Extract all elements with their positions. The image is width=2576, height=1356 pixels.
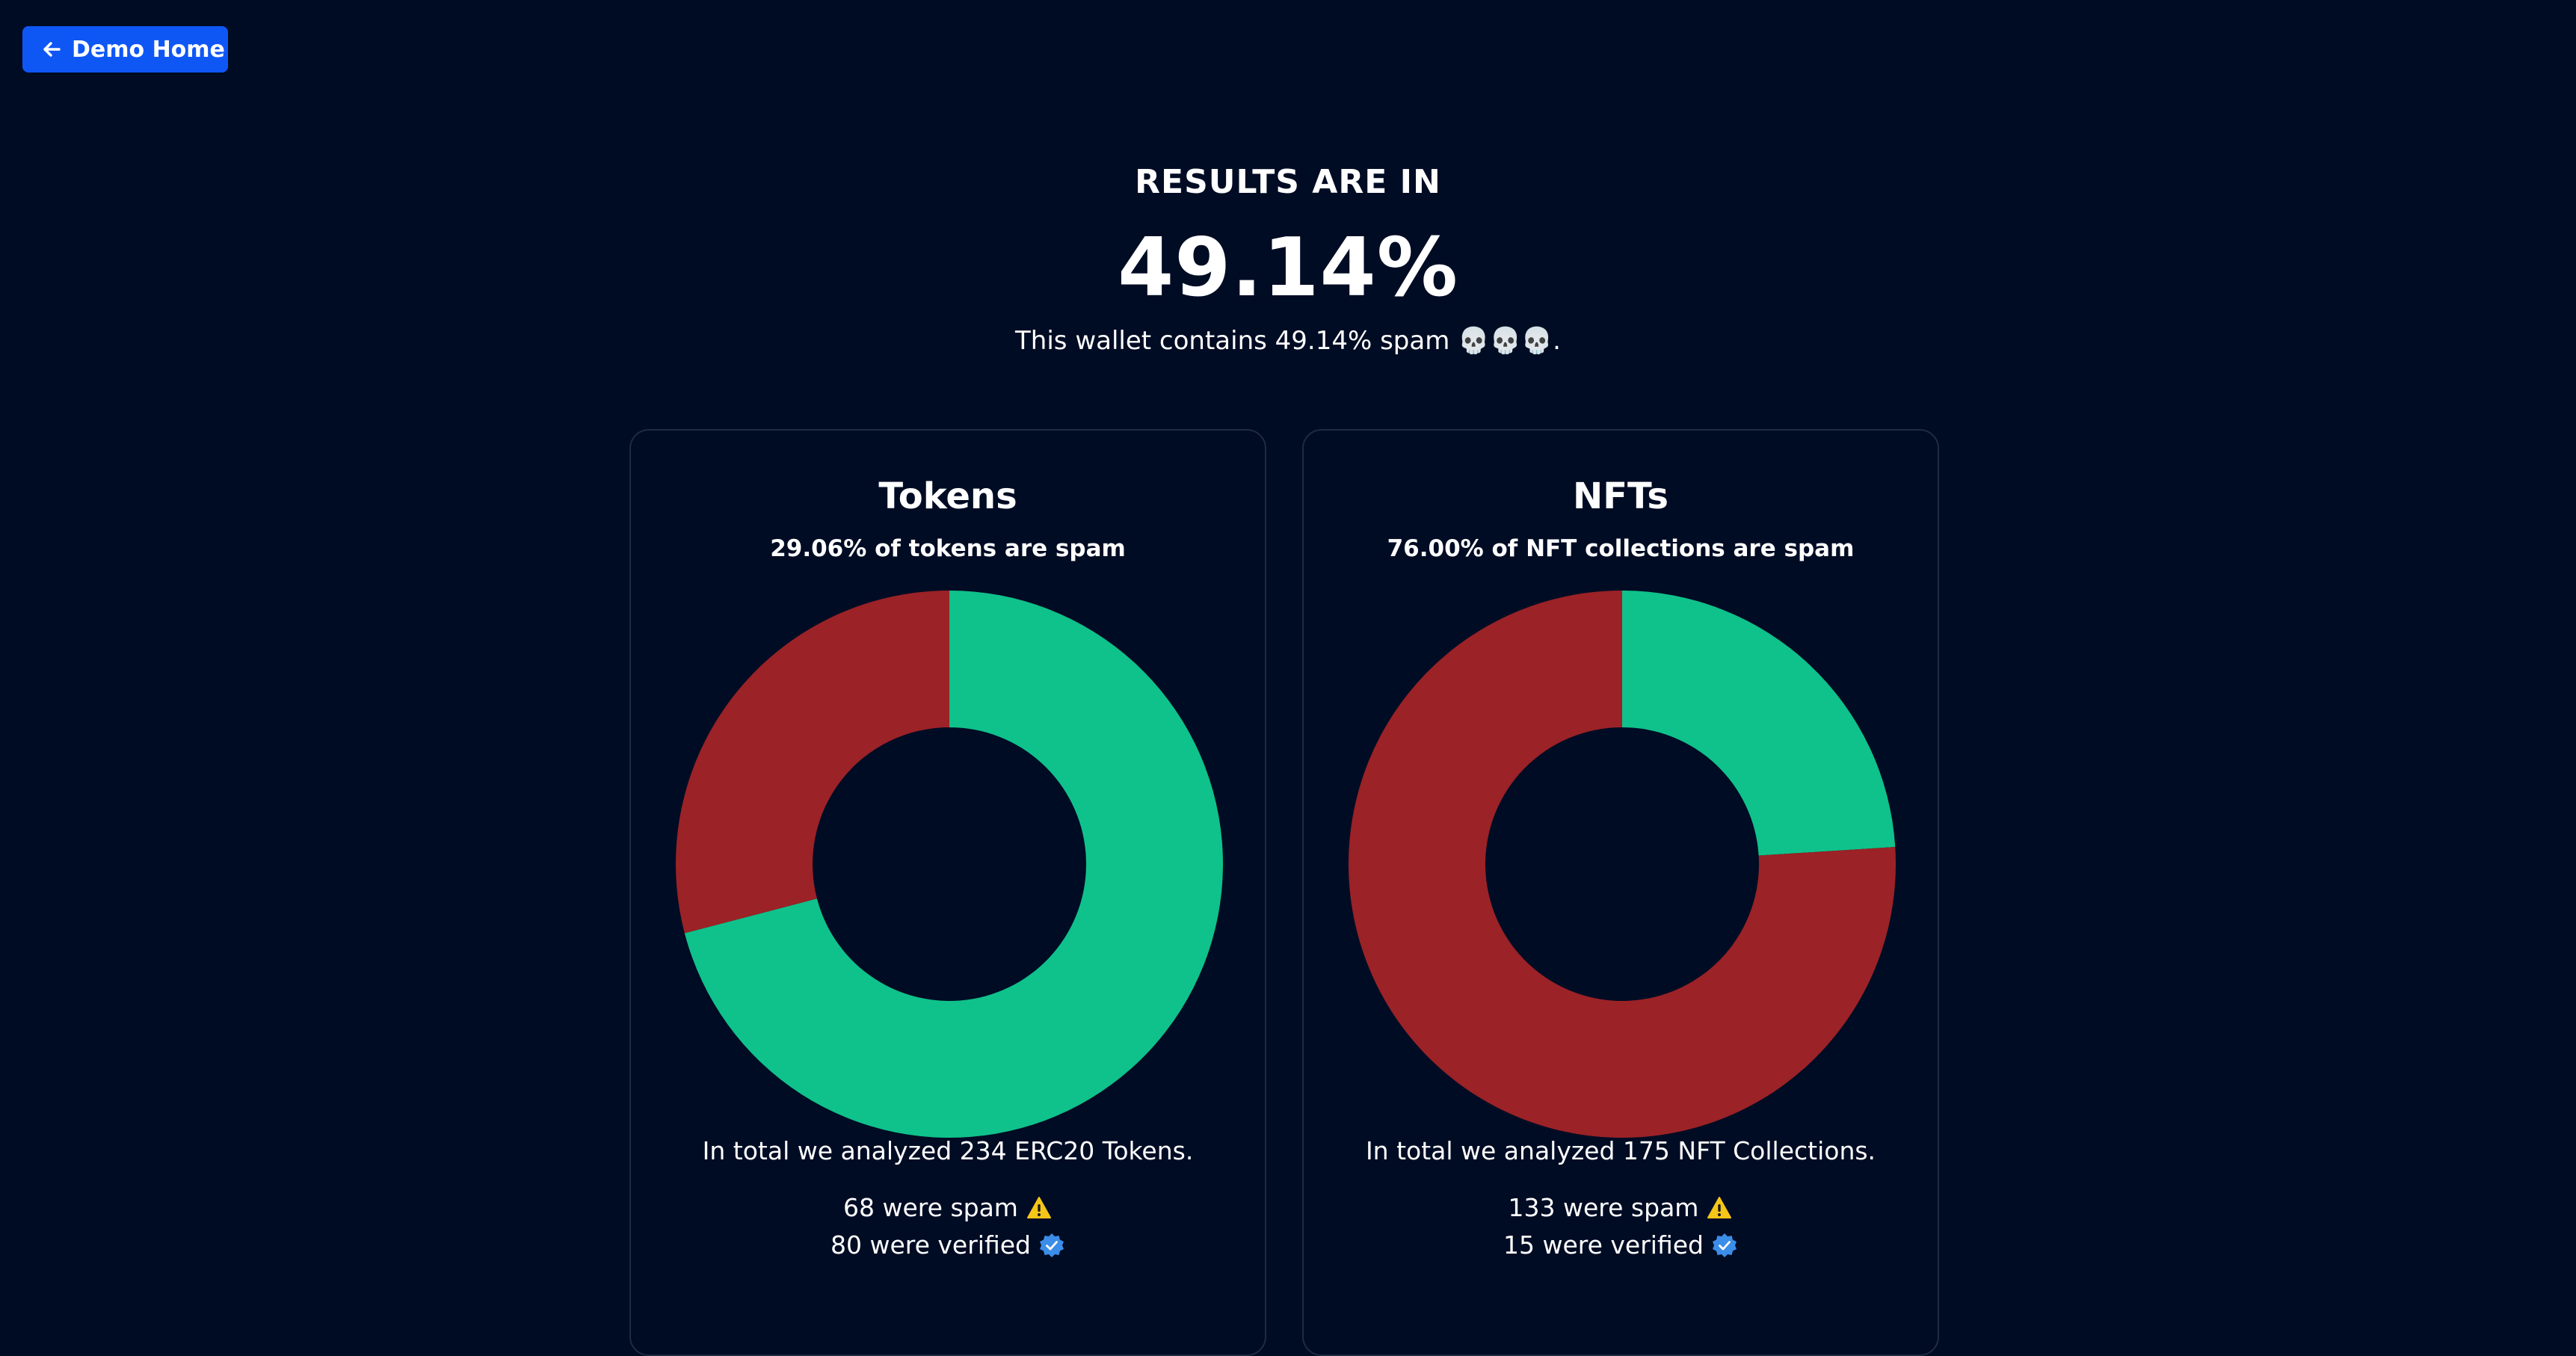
nfts-card: NFTs 76.00% of NFT collections are spam … — [1302, 429, 1939, 1356]
tokens-title: Tokens — [878, 475, 1017, 517]
nfts-spam-count: 133 were spam — [1304, 1193, 1938, 1222]
nfts-spam-label: 133 were spam — [1508, 1193, 1699, 1222]
nfts-donut-chart — [1349, 591, 1896, 1138]
verified-badge-icon — [1038, 1232, 1065, 1259]
tokens-spam-count: 68 were spam — [631, 1193, 1265, 1222]
warning-icon — [1706, 1195, 1733, 1221]
donut-slice-spam — [676, 591, 949, 934]
donut-slice-verified — [684, 591, 1223, 1138]
nfts-title: NFTs — [1573, 475, 1668, 517]
tokens-verified-count: 80 were verified — [631, 1230, 1265, 1260]
wallet-summary: This wallet contains 49.14% spam 💀💀💀. — [1015, 326, 1561, 356]
demo-home-button[interactable]: Demo Home — [22, 26, 228, 73]
arrow-left-icon — [39, 37, 64, 62]
tokens-donut-chart — [676, 591, 1223, 1138]
tokens-card: Tokens 29.06% of tokens are spam In tota… — [629, 429, 1266, 1356]
tokens-verified-label: 80 were verified — [830, 1230, 1031, 1260]
nfts-verified-label: 15 were verified — [1503, 1230, 1704, 1260]
donut-slice-verified — [1622, 591, 1896, 856]
results-heading: RESULTS ARE IN — [1135, 163, 1441, 201]
demo-home-label: Demo Home — [72, 36, 225, 63]
nfts-spam-percent: 76.00% of NFT collections are spam — [1387, 535, 1855, 562]
tokens-total: In total we analyzed 234 ERC20 Tokens. — [702, 1136, 1194, 1165]
overall-spam-percent: 49.14% — [1118, 221, 1458, 315]
nfts-verified-count: 15 were verified — [1304, 1230, 1938, 1260]
verified-badge-icon — [1711, 1232, 1738, 1259]
tokens-spam-percent: 29.06% of tokens are spam — [770, 535, 1126, 562]
nfts-total: In total we analyzed 175 NFT Collections… — [1365, 1136, 1876, 1165]
tokens-spam-label: 68 were spam — [843, 1193, 1018, 1222]
warning-icon — [1026, 1195, 1053, 1221]
donut-slice-spam — [1349, 591, 1896, 1138]
